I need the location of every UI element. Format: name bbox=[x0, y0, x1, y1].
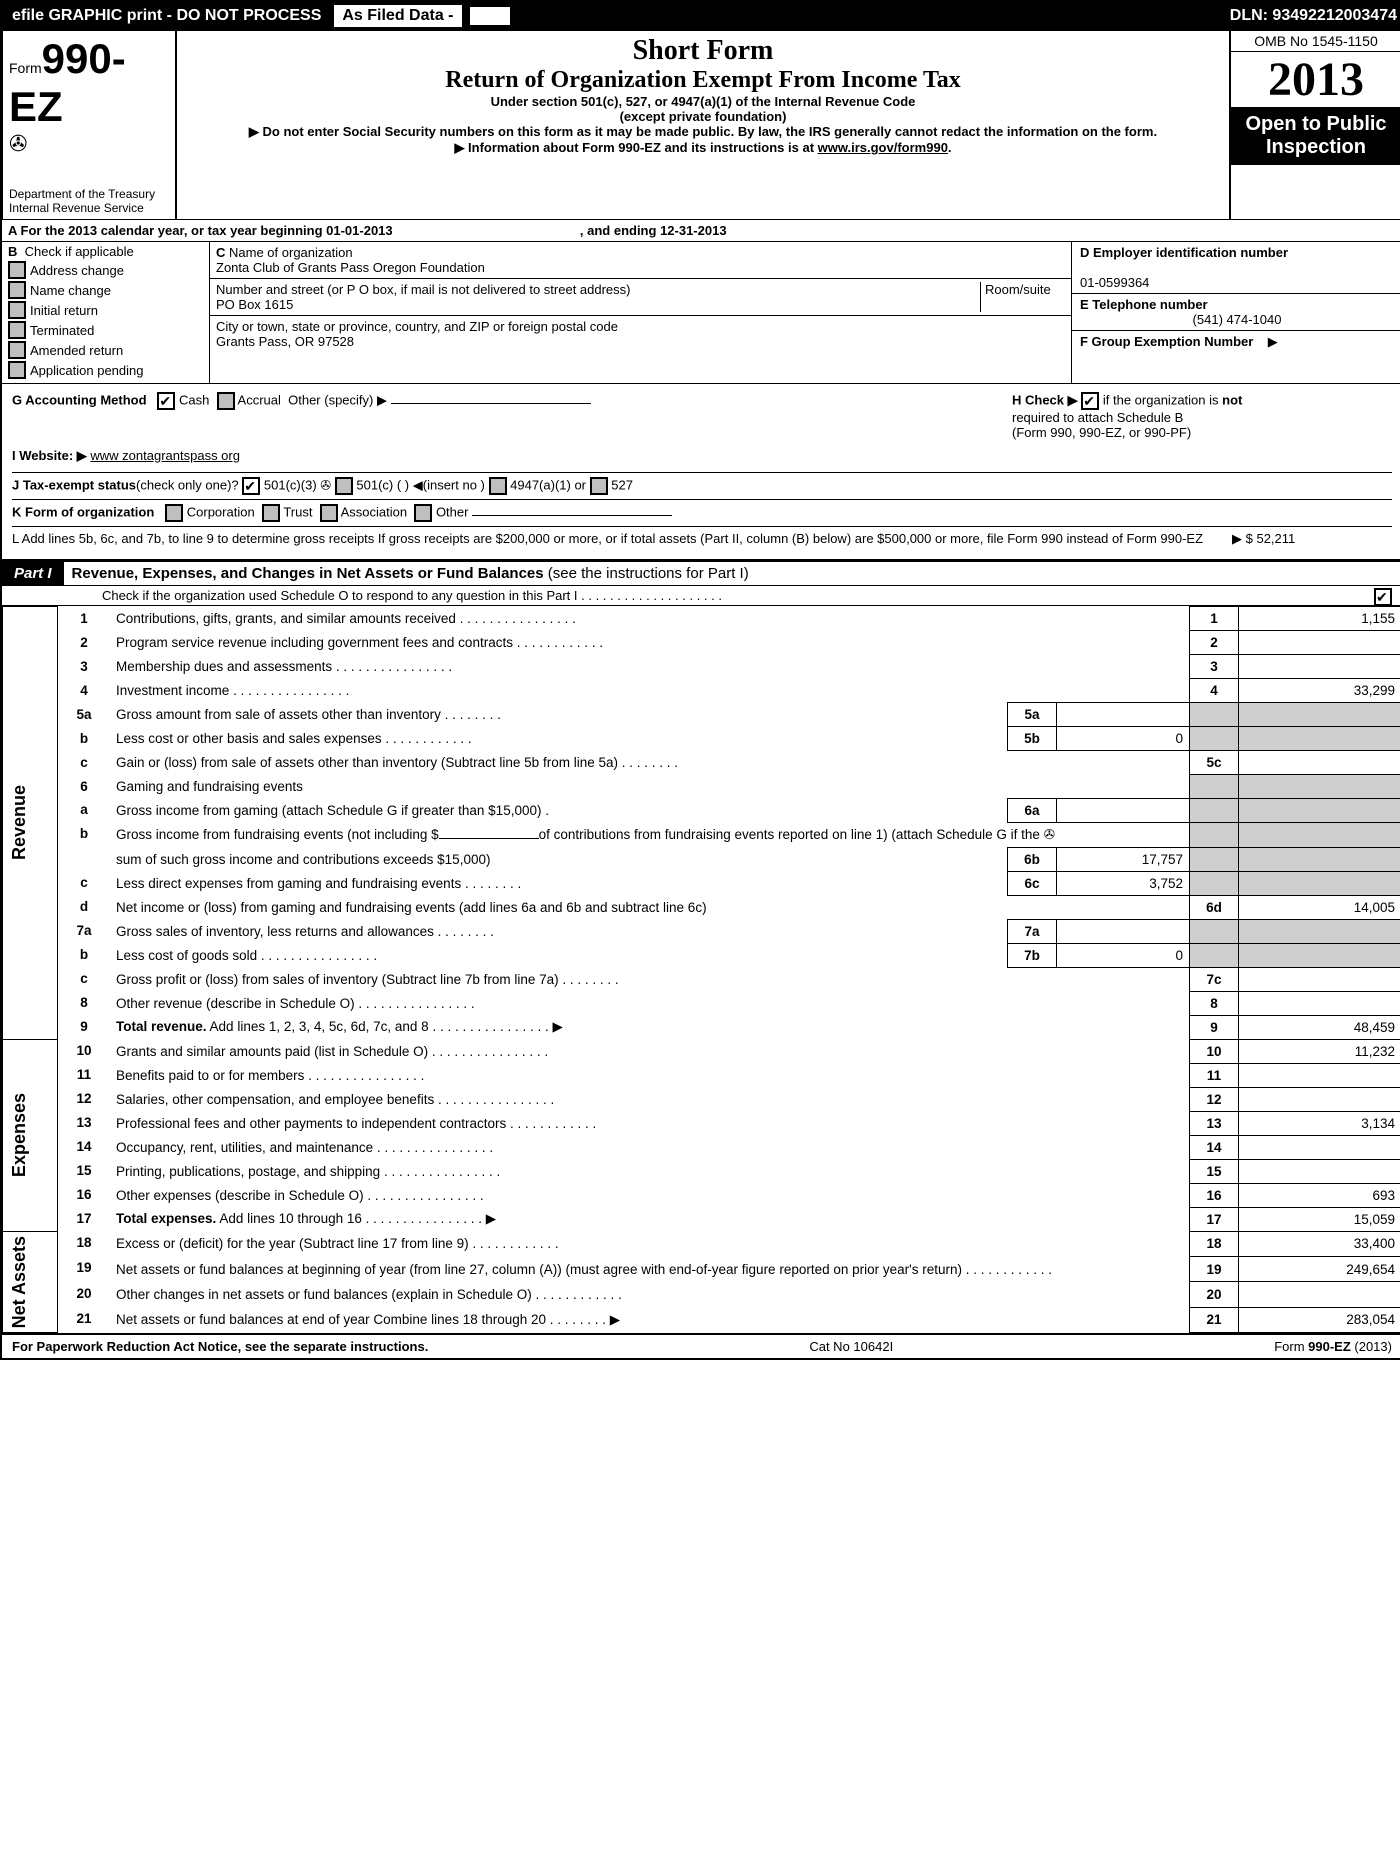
val-1: 1,155 bbox=[1239, 607, 1400, 631]
val-20 bbox=[1239, 1282, 1400, 1307]
expenses-label: Expenses bbox=[9, 1093, 30, 1177]
cat-no: Cat No 10642I bbox=[809, 1339, 893, 1354]
val-14 bbox=[1239, 1135, 1400, 1159]
street-address: PO Box 1615 bbox=[216, 297, 293, 312]
short-form-title: Short Form bbox=[183, 35, 1223, 67]
line-j: J Tax-exempt status(check only one)? 501… bbox=[12, 472, 1392, 500]
cb-sched-b[interactable] bbox=[1081, 392, 1099, 410]
val-5a bbox=[1057, 703, 1190, 727]
val-4: 33,299 bbox=[1239, 679, 1400, 703]
footer: For Paperwork Reduction Act Notice, see … bbox=[2, 1333, 1400, 1358]
cb-name-change[interactable] bbox=[8, 281, 26, 299]
paperwork-reduction: For Paperwork Reduction Act Notice, see … bbox=[12, 1339, 428, 1354]
val-15 bbox=[1239, 1159, 1400, 1183]
revenue-label: Revenue bbox=[9, 785, 30, 860]
cb-terminated[interactable] bbox=[8, 321, 26, 339]
val-18: 33,400 bbox=[1239, 1231, 1400, 1256]
val-5c bbox=[1239, 751, 1400, 775]
val-6b: 17,757 bbox=[1057, 847, 1190, 871]
website-link[interactable]: www zontagrantspass org bbox=[90, 448, 240, 463]
cb-cash[interactable] bbox=[157, 392, 175, 410]
val-7c bbox=[1239, 967, 1400, 991]
irs-link[interactable]: www.irs.gov/form990 bbox=[818, 140, 948, 155]
ssn-warning: ▶ Do not enter Social Security numbers o… bbox=[183, 124, 1223, 140]
val-2 bbox=[1239, 631, 1400, 655]
cb-4947[interactable] bbox=[489, 477, 507, 495]
line-i: I Website: ▶ www zontagrantspass org bbox=[12, 448, 1392, 464]
line-h: H Check ▶ if the organization is not req… bbox=[1012, 392, 1392, 440]
val-9: 48,459 bbox=[1239, 1015, 1400, 1039]
blank-box bbox=[470, 7, 510, 25]
val-12 bbox=[1239, 1087, 1400, 1111]
val-6d: 14,005 bbox=[1239, 895, 1400, 919]
phone: (541) 474-1040 bbox=[1080, 312, 1394, 327]
part-i-table: Revenue 1 Contributions, gifts, grants, … bbox=[2, 606, 1400, 1333]
netassets-label: Net Assets bbox=[9, 1236, 30, 1328]
cb-initial-return[interactable] bbox=[8, 301, 26, 319]
val-10: 11,232 bbox=[1239, 1039, 1400, 1063]
header-table: Form990-EZ ✇ Department of the Treasury … bbox=[2, 30, 1400, 220]
val-3 bbox=[1239, 655, 1400, 679]
cb-sched-o[interactable] bbox=[1374, 588, 1392, 606]
cb-app-pending[interactable] bbox=[8, 361, 26, 379]
cb-accrual[interactable] bbox=[217, 392, 235, 410]
val-13: 3,134 bbox=[1239, 1111, 1400, 1135]
section-b: B Check if applicable Address change Nam… bbox=[2, 242, 210, 383]
section-c: C Name of organization Zonta Club of Gra… bbox=[210, 242, 1071, 383]
org-name: Zonta Club of Grants Pass Oregon Foundat… bbox=[216, 260, 485, 275]
dept-treasury: Department of the Treasury bbox=[9, 187, 169, 201]
ghijkl-block: G Accounting Method Cash Accrual Other (… bbox=[2, 384, 1400, 560]
under-section: Under section 501(c), 527, or 4947(a)(1)… bbox=[183, 94, 1223, 109]
open-to-public: Open to Public Inspection bbox=[1231, 107, 1400, 165]
part-i-header: Part I Revenue, Expenses, and Changes in… bbox=[2, 560, 1400, 586]
line-g: G Accounting Method Cash Accrual Other (… bbox=[12, 392, 591, 440]
cb-assoc[interactable] bbox=[320, 504, 338, 522]
section-def: D Employer identification number 01-0599… bbox=[1071, 242, 1400, 383]
top-bar: efile GRAPHIC print - DO NOT PROCESS As … bbox=[2, 2, 1400, 30]
cb-corp[interactable] bbox=[165, 504, 183, 522]
except-pf: (except private foundation) bbox=[183, 109, 1223, 124]
val-17: 15,059 bbox=[1239, 1207, 1400, 1231]
val-6a bbox=[1057, 798, 1190, 822]
dln-label: DLN: 93492212003474 bbox=[1230, 7, 1397, 25]
val-5b: 0 bbox=[1057, 727, 1190, 751]
line-l: L Add lines 5b, 6c, and 7b, to line 9 to… bbox=[12, 527, 1392, 551]
part-i-sub: Check if the organization used Schedule … bbox=[2, 586, 1400, 606]
val-6c: 3,752 bbox=[1057, 871, 1190, 895]
room-suite: Room/suite bbox=[981, 282, 1065, 312]
val-7a bbox=[1057, 919, 1190, 943]
form-number: Form990-EZ bbox=[9, 35, 169, 131]
cb-other-org[interactable] bbox=[414, 504, 432, 522]
cb-trust[interactable] bbox=[262, 504, 280, 522]
ein: 01-0599364 bbox=[1080, 275, 1149, 290]
line-k: K Form of organization Corporation Trust… bbox=[12, 500, 1392, 527]
section-a: A For the 2013 calendar year, or tax yea… bbox=[2, 220, 1400, 242]
cb-amended[interactable] bbox=[8, 341, 26, 359]
val-19: 249,654 bbox=[1239, 1256, 1400, 1281]
val-7b: 0 bbox=[1057, 943, 1190, 967]
val-16: 693 bbox=[1239, 1183, 1400, 1207]
cb-address-change[interactable] bbox=[8, 261, 26, 279]
irs-seal-icon: ✇ bbox=[9, 131, 169, 157]
return-of-title: Return of Organization Exempt From Incom… bbox=[183, 67, 1223, 94]
form-ref: Form 990-EZ (2013) bbox=[1274, 1339, 1392, 1354]
city-zip: Grants Pass, OR 97528 bbox=[216, 334, 354, 349]
dept-irs: Internal Revenue Service bbox=[9, 201, 169, 215]
cb-501c[interactable] bbox=[335, 477, 353, 495]
val-21: 283,054 bbox=[1239, 1307, 1400, 1332]
efile-label: efile GRAPHIC print - DO NOT PROCESS bbox=[7, 5, 326, 27]
tax-year: 2013 bbox=[1231, 52, 1400, 107]
section-bcd: B Check if applicable Address change Nam… bbox=[2, 242, 1400, 384]
val-11 bbox=[1239, 1063, 1400, 1087]
gross-receipts: $ 52,211 bbox=[1246, 531, 1296, 546]
cb-527[interactable] bbox=[590, 477, 608, 495]
val-8 bbox=[1239, 991, 1400, 1015]
as-filed-label: As Filed Data - bbox=[334, 5, 461, 27]
cb-501c3[interactable] bbox=[242, 477, 260, 495]
omb-number: OMB No 1545-1150 bbox=[1231, 31, 1400, 52]
info-link-line: ▶ Information about Form 990-EZ and its … bbox=[183, 140, 1223, 156]
